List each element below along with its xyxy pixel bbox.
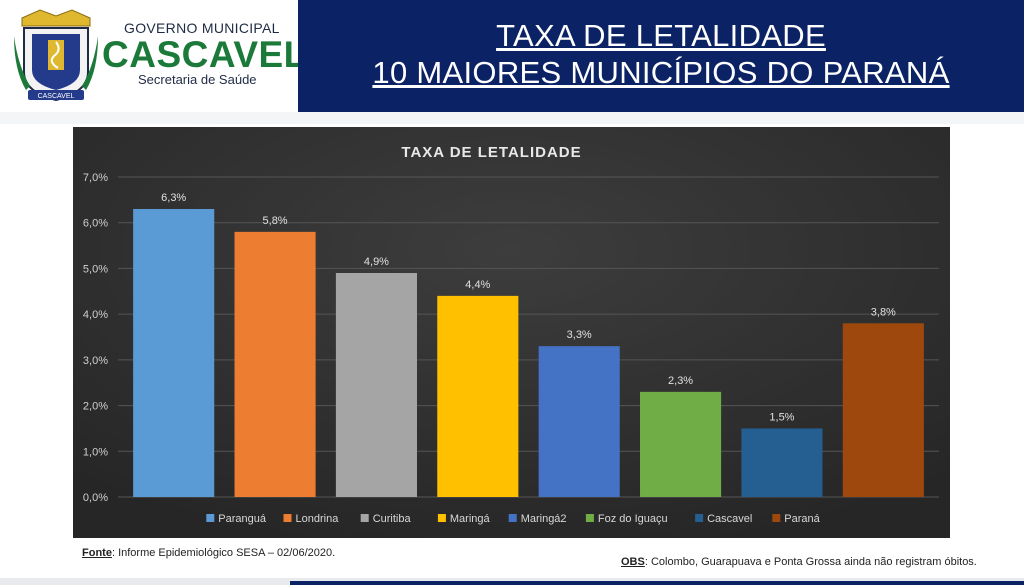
cascavel-crest-icon: CASCAVEL	[14, 9, 98, 102]
data-label: 3,8%	[871, 306, 896, 318]
bar-londrina	[234, 231, 316, 497]
chart-container: TAXA DE LETALIDADE 0,0% 1,0% 2,0% 3,0% 4,0% 5,…	[73, 127, 950, 538]
bar-chart: TAXA DE LETALIDADE 0,0% 1,0% 2,0% 3,0% 4,0% 5,…	[73, 127, 950, 538]
y-tick-label: 6,0%	[83, 218, 108, 230]
legend-swatch	[206, 514, 215, 522]
data-label: 3,3%	[567, 329, 592, 341]
data-label: 6,3%	[161, 192, 186, 204]
legend-swatch	[695, 514, 704, 522]
y-tick-label: 5,0%	[83, 263, 108, 275]
bar-paran-	[842, 323, 924, 497]
source-note: Fonte: Informe Epidemiológico SESA – 02/…	[82, 547, 335, 559]
legend-item-label: Paranguá	[218, 513, 267, 525]
page-title-line2: 10 MAIORES MUNICÍPIOS DO PARANÁ	[372, 55, 950, 90]
crest-banner-text: CASCAVEL	[38, 93, 75, 100]
y-tick-label: 3,0%	[83, 355, 108, 367]
data-label: 4,9%	[364, 256, 389, 268]
page-title-line1: TAXA DE LETALIDADE	[496, 18, 826, 53]
legend-item-label: Londrina	[296, 513, 340, 525]
bar-maring-	[437, 295, 519, 497]
legend-item-label: Paraná	[784, 513, 820, 525]
data-label: 4,4%	[465, 279, 490, 291]
legend-swatch	[437, 514, 446, 522]
legend-swatch	[508, 514, 517, 522]
legend-swatch	[360, 514, 369, 522]
bar-cascavel	[741, 428, 823, 497]
y-tick-label: 4,0%	[83, 309, 108, 321]
data-label: 2,3%	[668, 375, 693, 387]
gov-label: GOVERNO MUNICIPAL	[124, 20, 280, 36]
bar-maring-2	[538, 346, 620, 497]
obs-text: : Colombo, Guarapuava e Ponta Grossa ain…	[644, 556, 977, 568]
y-tick-label: 7,0%	[83, 172, 108, 184]
obs-note: OBS: Colombo, Guarapuava e Ponta Grossa …	[621, 556, 977, 568]
secretaria-label: Secretaria de Saúde	[138, 72, 257, 87]
bar-foz-do-igua-u	[640, 391, 722, 497]
legend-item-label: Curitiba	[373, 513, 412, 525]
y-tick-label: 1,0%	[83, 446, 108, 458]
bar-curitiba	[335, 273, 417, 497]
chart-title: TAXA DE LETALIDADE	[401, 144, 581, 161]
source-label: Fonte	[82, 547, 112, 559]
legend-item-label: Maringá	[450, 513, 491, 525]
footer-accent-bar	[290, 581, 1024, 585]
y-tick-label: 0,0%	[83, 492, 108, 504]
header-divider	[0, 112, 1024, 124]
legend-swatch	[585, 514, 594, 522]
data-label: 5,8%	[263, 215, 288, 227]
data-label: 1,5%	[769, 411, 794, 423]
legend-swatch	[772, 514, 781, 522]
bar-parangu-	[133, 209, 215, 497]
source-text: : Informe Epidemiológico SESA – 02/06/20…	[111, 547, 336, 559]
obs-label: OBS	[621, 556, 645, 568]
y-tick-label: 2,0%	[83, 401, 108, 413]
city-name: CASCAVEL	[102, 34, 307, 75]
legend-swatch	[283, 514, 292, 522]
legend-item-label: Maringá2	[521, 513, 567, 525]
legend-item-label: Foz do Iguaçu	[598, 513, 668, 525]
header-logo-area: CASCAVEL GOVERNO MUNICIPAL CASCAVEL Secr…	[0, 0, 306, 112]
header-title-banner	[298, 0, 1024, 112]
legend-item-label: Cascavel	[707, 513, 752, 525]
